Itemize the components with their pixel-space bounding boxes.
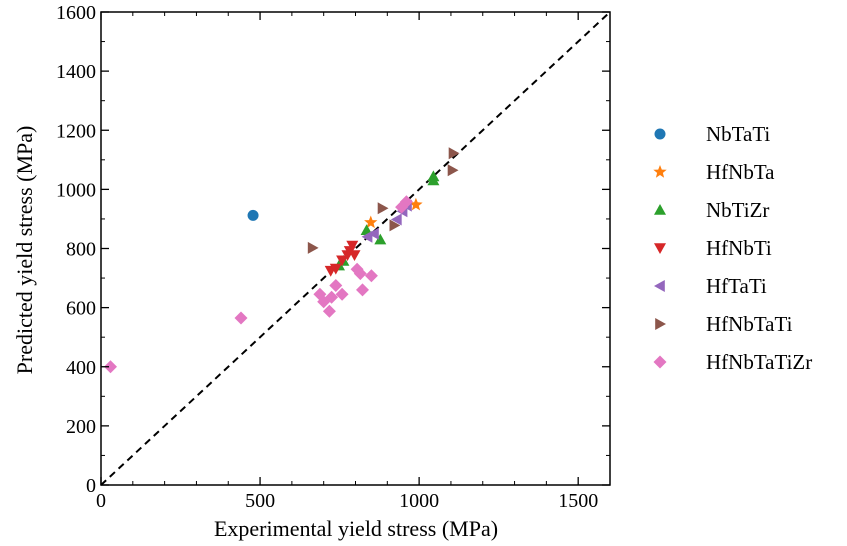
data-point — [329, 263, 342, 275]
data-point — [356, 283, 369, 297]
legend-entry-hftati: HfTaTi — [654, 274, 767, 298]
data-point — [368, 227, 379, 240]
data-point — [427, 170, 440, 182]
x-tick-label: 0 — [96, 490, 106, 512]
y-tick-label: 800 — [66, 239, 96, 261]
data-point — [389, 219, 401, 232]
legend-label: NbTaTi — [706, 122, 770, 146]
y-tick-label: 200 — [66, 416, 96, 438]
legend-marker — [654, 128, 666, 140]
x-tick-label: 1500 — [558, 490, 598, 512]
data-point — [335, 287, 349, 301]
data-point — [104, 360, 117, 374]
series-hfnbtatizr — [104, 195, 413, 374]
x-tick-label: 1000 — [399, 490, 439, 512]
y-tick-label: 1200 — [56, 120, 96, 142]
y-tick-label: 1000 — [56, 179, 96, 201]
legend-entry-hfnbtatizr: HfNbTaTiZr — [653, 350, 812, 374]
legend-marker — [653, 165, 667, 178]
data-point — [409, 197, 423, 211]
legend: NbTaTi HfNbTa NbTiZr HfNbTi HfTaTi HfNbTaTi Hf… — [653, 122, 812, 374]
data-point — [247, 209, 259, 221]
reference-line-y-equals-x — [100, 11, 611, 486]
legend-marker — [654, 243, 666, 254]
series-hfnbtati — [307, 147, 460, 254]
y-axis-title: Predicted yield stress (MPa) — [12, 126, 37, 375]
legend-label: HfNbTaTiZr — [706, 350, 812, 374]
data-point — [353, 267, 367, 281]
data-point — [395, 200, 409, 214]
data-point — [234, 311, 248, 325]
legend-label: HfNbTi — [706, 236, 772, 260]
series-hfnbti — [324, 240, 361, 277]
legend-label: NbTiZr — [706, 198, 769, 222]
legend-entry-hfnbta: HfNbTa — [653, 160, 775, 184]
data-point — [364, 269, 378, 283]
legend-label: HfNbTa — [706, 160, 775, 184]
y-tick-label: 400 — [66, 357, 96, 379]
data-point — [322, 304, 336, 318]
legend-label: HfNbTaTi — [706, 312, 793, 336]
legend-entry-hfnbti: HfNbTi — [654, 236, 772, 260]
data-point — [307, 241, 319, 254]
y-tick-label: 600 — [66, 298, 96, 320]
data-point — [364, 215, 378, 229]
data-point — [336, 255, 349, 267]
data-point — [329, 279, 343, 292]
data-point — [325, 290, 339, 304]
legend-marker — [654, 280, 665, 292]
y-tick-label: 1600 — [56, 2, 96, 24]
y-tick-label: 1400 — [56, 61, 96, 83]
data-point — [377, 202, 389, 215]
legend-entry-hfnbtati: HfNbTaTi — [655, 312, 793, 336]
legend-marker — [655, 318, 666, 330]
series-nbtati — [247, 209, 259, 221]
data-point — [348, 250, 361, 261]
axes: 0 500 1000 1500 0 200 400 600 800 1000 1200 1400 160… — [56, 2, 611, 512]
data-point — [447, 164, 459, 177]
legend-entry-nbtati: NbTaTi — [654, 122, 770, 146]
series-hfnbta — [364, 197, 423, 229]
data-point — [390, 213, 402, 226]
data-point — [374, 233, 387, 245]
legend-marker — [654, 204, 666, 215]
legend-label: HfTaTi — [706, 274, 767, 298]
legend-marker — [653, 355, 667, 369]
x-tick-label: 500 — [245, 490, 275, 512]
x-axis-title: Experimental yield stress (MPa) — [214, 516, 498, 541]
plot-area — [100, 11, 611, 486]
data-point — [448, 147, 460, 160]
legend-entry-nbtizr: NbTiZr — [654, 198, 769, 222]
y-tick-label: 0 — [86, 475, 96, 497]
